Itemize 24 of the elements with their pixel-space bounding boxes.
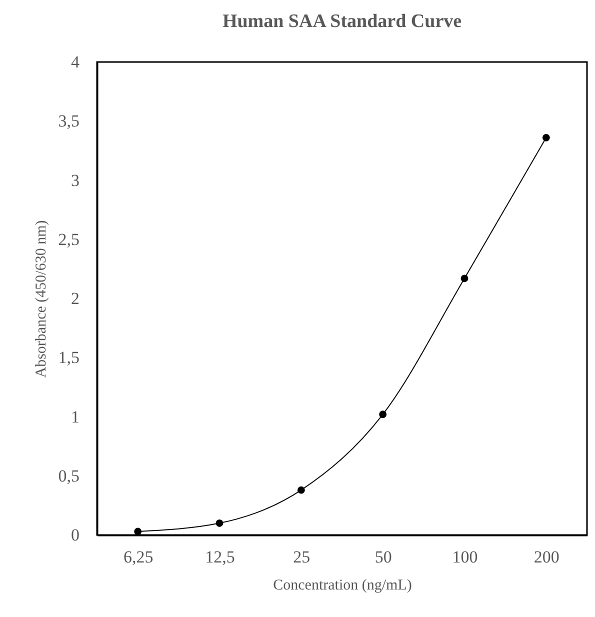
y-tick-label: 2,5 xyxy=(58,230,80,249)
point xyxy=(460,274,468,282)
y-tick-label: 0 xyxy=(71,526,80,544)
y-tick-label: 3,5 xyxy=(58,112,80,131)
y-tick-label: 2 xyxy=(71,289,80,308)
x-tick-label: 25 xyxy=(293,548,310,566)
y-tick-label: 0,5 xyxy=(58,466,80,486)
y-tick-label: 1,5 xyxy=(58,348,80,368)
point xyxy=(542,134,550,142)
point xyxy=(216,519,224,527)
point xyxy=(297,486,305,494)
point xyxy=(379,410,387,418)
y-tick-label: 1 xyxy=(71,407,80,426)
x-tick-label: 6,25 xyxy=(123,548,154,566)
chart-title: Human SAA Standard Curve xyxy=(222,11,462,32)
y-tick-label: 3 xyxy=(71,170,80,190)
x-tick-label: 12,5 xyxy=(205,548,235,566)
y-axis-title: Absorbance (450/630 nm) xyxy=(33,220,50,378)
y-tick-label: 4 xyxy=(71,52,80,72)
x-tick-label: 50 xyxy=(374,548,392,566)
x-tick-label: 100 xyxy=(452,548,478,566)
x-axis-title: Concentration (ng/mL) xyxy=(273,578,412,594)
point xyxy=(134,528,142,536)
x-tick-label: 200 xyxy=(534,548,560,566)
